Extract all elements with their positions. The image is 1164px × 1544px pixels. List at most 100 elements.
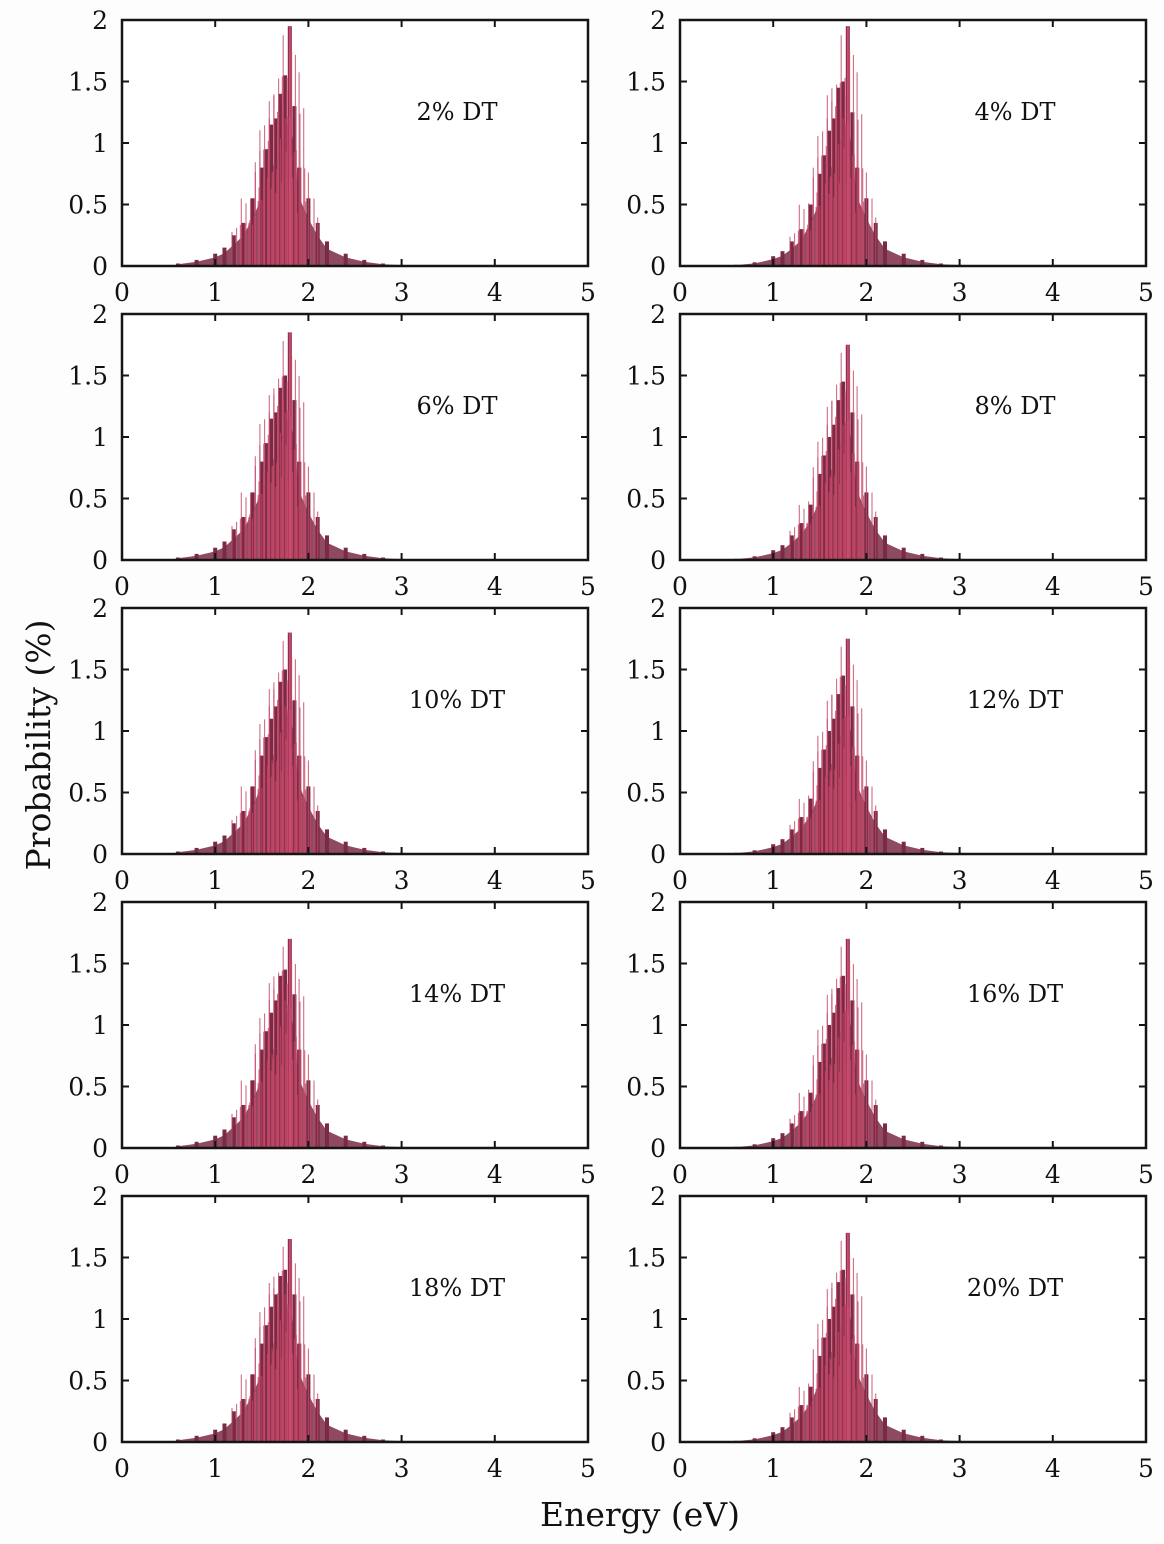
x-tick-label: 3: [394, 1454, 410, 1483]
x-tick-label: 2: [300, 1454, 316, 1483]
panel-label: 14% DT: [409, 980, 505, 1008]
x-tick-label: 1: [765, 866, 781, 895]
panel-label: 10% DT: [409, 686, 505, 714]
y-tick-label: 0.5: [626, 779, 666, 808]
x-tick-label: 4: [487, 1160, 503, 1189]
histogram-panel: 0 1 2 3 4 5 0 0.5 1 1.5 2 20% DT: [626, 1182, 1154, 1483]
x-tick-label: 4: [487, 866, 503, 895]
x-tick-label: 4: [1045, 572, 1061, 601]
y-tick-label: 1.5: [68, 950, 108, 979]
y-tick-label: 2: [650, 300, 666, 329]
x-tick-label: 2: [858, 1160, 874, 1189]
x-tick-label: 0: [672, 278, 688, 307]
y-tick-label: 0.5: [626, 191, 666, 220]
panel-label: 12% DT: [967, 686, 1063, 714]
y-tick-label: 1: [650, 1011, 666, 1040]
y-tick-label: 1.5: [626, 1244, 666, 1273]
y-tick-label: 0: [92, 1428, 108, 1457]
y-tick-label: 1: [92, 1305, 108, 1334]
x-tick-label: 5: [1138, 572, 1154, 601]
x-tick-label: 5: [580, 572, 596, 601]
x-tick-label: 1: [765, 1454, 781, 1483]
x-tick-label: 3: [952, 1160, 968, 1189]
y-tick-label: 0: [92, 840, 108, 869]
plot-area: [122, 608, 588, 854]
y-tick-label: 2: [92, 888, 108, 917]
x-tick-label: 1: [207, 1160, 223, 1189]
y-tick-label: 2: [650, 1182, 666, 1211]
y-tick-label: 0.5: [68, 779, 108, 808]
y-tick-label: 2: [650, 888, 666, 917]
y-tick-label: 0: [92, 1134, 108, 1163]
panel-label: 6% DT: [417, 392, 498, 420]
x-tick-label: 5: [580, 1160, 596, 1189]
panel-label: 18% DT: [409, 1274, 505, 1302]
x-tick-label: 5: [1138, 278, 1154, 307]
y-tick-label: 1.5: [626, 362, 666, 391]
x-tick-label: 4: [1045, 278, 1061, 307]
plot-area: [122, 20, 588, 266]
x-tick-label: 2: [858, 572, 874, 601]
y-tick-label: 0.5: [626, 1367, 666, 1396]
y-tick-label: 1: [650, 129, 666, 158]
x-tick-label: 0: [114, 866, 130, 895]
x-tick-label: 0: [114, 1454, 130, 1483]
panels-container: 0 1 2 3 4 5 0 0.5 1 1.5 2 2% DT 0 1 2 3 4 5 0 0.5 1 1.5 2 4% DT…: [68, 6, 1154, 1483]
y-tick-label: 1: [650, 717, 666, 746]
histogram-panel: 0 1 2 3 4 5 0 0.5 1 1.5 2 6% DT: [68, 300, 596, 601]
y-tick-label: 2: [92, 594, 108, 623]
y-tick-label: 0.5: [68, 1367, 108, 1396]
x-tick-label: 1: [765, 278, 781, 307]
y-tick-label: 0.5: [68, 191, 108, 220]
x-tick-label: 4: [1045, 1454, 1061, 1483]
y-tick-label: 0: [650, 1134, 666, 1163]
x-tick-label: 4: [1045, 866, 1061, 895]
x-tick-label: 2: [300, 572, 316, 601]
histogram-panel: 0 1 2 3 4 5 0 0.5 1 1.5 2 10% DT: [68, 594, 596, 895]
y-tick-label: 1: [92, 717, 108, 746]
y-tick-label: 1: [92, 129, 108, 158]
y-tick-label: 1: [650, 423, 666, 452]
x-tick-label: 3: [394, 866, 410, 895]
y-tick-label: 0: [92, 252, 108, 281]
y-tick-label: 0: [650, 546, 666, 575]
x-tick-label: 0: [672, 866, 688, 895]
x-tick-label: 5: [580, 1454, 596, 1483]
x-tick-label: 3: [394, 1160, 410, 1189]
y-tick-label: 0: [650, 1428, 666, 1457]
y-tick-label: 2: [92, 300, 108, 329]
y-tick-label: 1.5: [626, 656, 666, 685]
x-tick-label: 0: [114, 1160, 130, 1189]
x-tick-label: 5: [1138, 1454, 1154, 1483]
x-tick-label: 1: [207, 1454, 223, 1483]
y-tick-label: 1.5: [626, 950, 666, 979]
panel-label: 8% DT: [975, 392, 1056, 420]
x-tick-label: 4: [487, 278, 503, 307]
x-tick-label: 5: [1138, 866, 1154, 895]
y-tick-label: 0: [650, 840, 666, 869]
x-tick-label: 4: [487, 572, 503, 601]
x-tick-label: 4: [1045, 1160, 1061, 1189]
x-tick-label: 2: [858, 278, 874, 307]
x-tick-label: 2: [300, 1160, 316, 1189]
y-tick-label: 1.5: [68, 656, 108, 685]
x-tick-label: 2: [300, 278, 316, 307]
x-tick-label: 3: [952, 1454, 968, 1483]
x-tick-label: 3: [394, 572, 410, 601]
x-tick-label: 0: [114, 572, 130, 601]
plot-area: [680, 314, 1146, 560]
y-tick-label: 1.5: [68, 362, 108, 391]
x-tick-label: 1: [207, 866, 223, 895]
plot-area: [122, 314, 588, 560]
panel-label: 4% DT: [975, 98, 1056, 126]
histogram-panel: 0 1 2 3 4 5 0 0.5 1 1.5 2 8% DT: [626, 300, 1154, 601]
y-tick-label: 1.5: [68, 1244, 108, 1273]
x-tick-label: 3: [394, 278, 410, 307]
x-tick-label: 2: [858, 1454, 874, 1483]
y-tick-label: 0: [650, 252, 666, 281]
y-tick-label: 1.5: [626, 68, 666, 97]
y-tick-label: 1: [92, 423, 108, 452]
panel-label: 20% DT: [967, 1274, 1063, 1302]
histogram-panel: 0 1 2 3 4 5 0 0.5 1 1.5 2 4% DT: [626, 6, 1154, 307]
x-tick-label: 1: [207, 572, 223, 601]
